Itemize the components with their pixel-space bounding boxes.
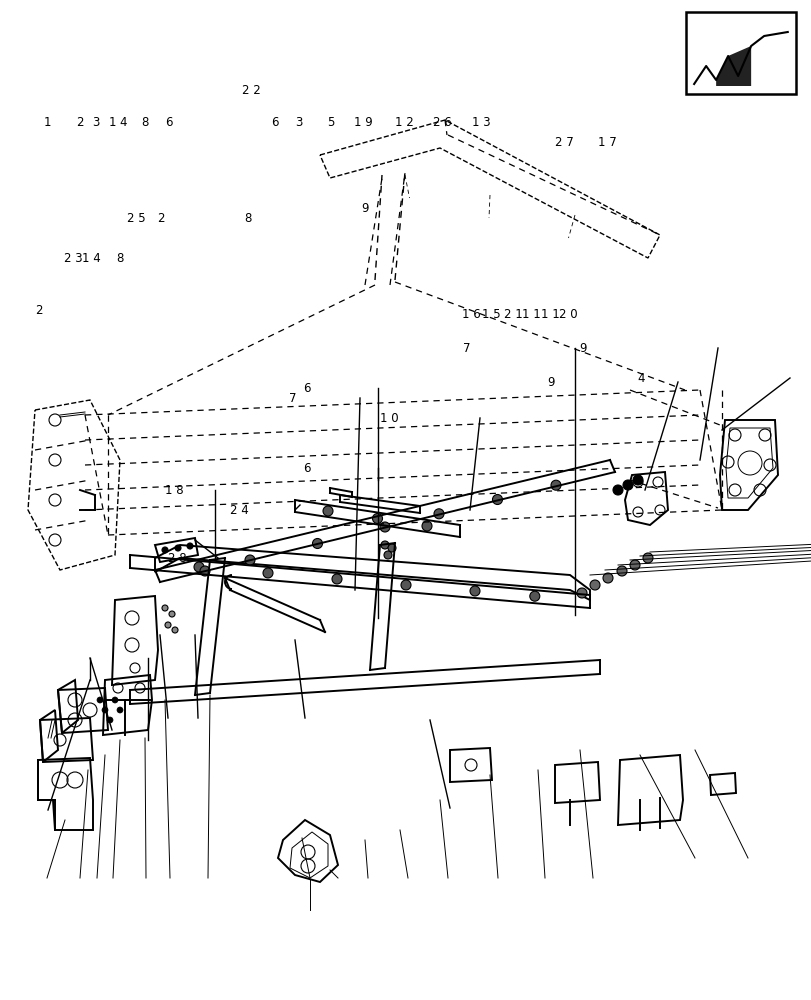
Text: 4: 4	[637, 371, 645, 384]
Circle shape	[616, 566, 626, 576]
Circle shape	[629, 560, 639, 570]
Polygon shape	[715, 46, 750, 86]
Circle shape	[529, 591, 539, 601]
Text: 1 6: 1 6	[461, 308, 480, 322]
Text: 1 3: 1 3	[472, 115, 490, 128]
Circle shape	[102, 707, 108, 713]
Circle shape	[622, 480, 633, 490]
Text: 1: 1	[108, 115, 116, 128]
Circle shape	[433, 509, 444, 519]
Circle shape	[97, 697, 103, 703]
Circle shape	[200, 566, 210, 576]
Circle shape	[162, 605, 168, 611]
Text: 6: 6	[270, 115, 278, 128]
Text: 1 9: 1 9	[354, 115, 373, 128]
Circle shape	[323, 506, 333, 516]
Circle shape	[175, 545, 181, 551]
Text: 2: 2	[75, 115, 84, 128]
Text: 2: 2	[157, 212, 165, 225]
Text: 1 5: 1 5	[482, 308, 500, 322]
Circle shape	[194, 562, 204, 572]
Text: 9: 9	[578, 342, 586, 355]
Circle shape	[380, 541, 388, 549]
Circle shape	[384, 551, 392, 559]
Circle shape	[642, 553, 652, 563]
Text: 3: 3	[92, 115, 100, 128]
Circle shape	[577, 588, 586, 598]
Text: 3: 3	[294, 115, 303, 128]
Text: 7: 7	[462, 342, 470, 355]
Circle shape	[112, 697, 118, 703]
Circle shape	[492, 494, 502, 504]
Circle shape	[470, 586, 479, 596]
Circle shape	[633, 475, 642, 485]
Circle shape	[263, 568, 272, 578]
Circle shape	[388, 544, 396, 552]
Circle shape	[332, 574, 341, 584]
Text: 1 0: 1 0	[380, 412, 398, 424]
Text: 2 6: 2 6	[432, 115, 452, 128]
Circle shape	[187, 543, 193, 549]
Circle shape	[312, 538, 322, 548]
Text: 1 4: 1 4	[81, 251, 101, 264]
Circle shape	[422, 521, 431, 531]
Circle shape	[165, 622, 171, 628]
Circle shape	[372, 514, 382, 524]
Circle shape	[172, 627, 178, 633]
Text: 1 2: 1 2	[394, 115, 414, 128]
Circle shape	[107, 717, 113, 723]
Circle shape	[603, 573, 612, 583]
Text: 9: 9	[361, 202, 369, 215]
Text: 1 1: 1 1	[540, 308, 560, 322]
Text: 8: 8	[243, 212, 251, 225]
Text: 8: 8	[116, 251, 124, 264]
Circle shape	[612, 485, 622, 495]
Text: 7: 7	[288, 391, 296, 404]
Text: 1 8: 1 8	[165, 484, 183, 496]
Text: 2 5: 2 5	[127, 212, 145, 225]
Text: 2 1: 2 1	[503, 308, 522, 322]
Text: 2 7: 2 7	[554, 135, 573, 148]
Text: 6: 6	[165, 115, 173, 128]
Text: 8: 8	[140, 115, 148, 128]
Text: 2: 2	[35, 304, 43, 316]
Text: 2 2: 2 2	[242, 84, 261, 97]
Text: 4: 4	[119, 115, 127, 128]
Circle shape	[551, 480, 560, 490]
Circle shape	[245, 555, 255, 565]
Text: 1 7: 1 7	[597, 135, 616, 148]
Bar	[685, 12, 795, 94]
Text: 2 0: 2 0	[559, 308, 577, 322]
Circle shape	[590, 580, 599, 590]
Circle shape	[169, 611, 175, 617]
Text: 2 8: 2 8	[168, 552, 186, 564]
Circle shape	[117, 707, 122, 713]
Text: 1: 1	[43, 115, 51, 128]
Text: 9: 9	[546, 375, 554, 388]
Text: 6: 6	[303, 462, 311, 475]
Text: 5: 5	[327, 115, 335, 128]
Circle shape	[380, 522, 389, 532]
Text: 2 3: 2 3	[64, 251, 82, 264]
Circle shape	[162, 547, 168, 553]
Circle shape	[401, 580, 410, 590]
Text: 2 4: 2 4	[230, 504, 249, 516]
Text: 1 1: 1 1	[521, 308, 541, 322]
Text: 6: 6	[303, 381, 311, 394]
